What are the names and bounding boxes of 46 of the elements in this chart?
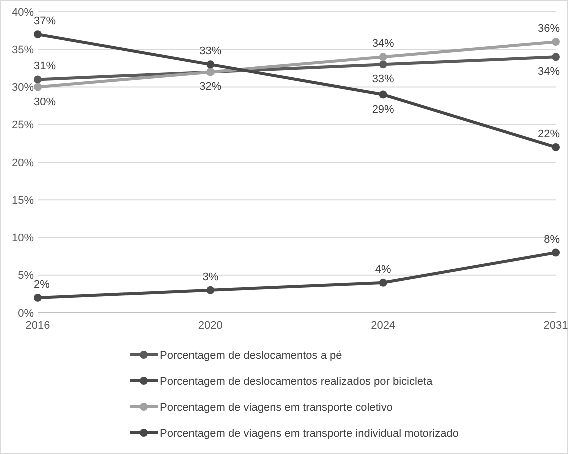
legend-label: Porcentagem de viagens em transporte individual motorizado (160, 428, 459, 440)
data-label: 34% (372, 38, 395, 50)
legend-label: Porcentagem de viagens em transporte coletivo (160, 402, 393, 414)
x-tick-label: 2020 (198, 320, 223, 332)
point (552, 38, 560, 46)
point (34, 294, 42, 302)
point (34, 30, 42, 39)
legend-label: Porcentagem de deslocamentos a pé (160, 350, 342, 362)
y-tick-label: 40% (12, 6, 34, 19)
point (552, 143, 560, 152)
point (379, 278, 388, 287)
y-tick-label: 10% (12, 232, 34, 245)
legend-label: Porcentagem de deslocamentos realizados por bicicleta (160, 376, 434, 388)
x-tick-label: 2024 (371, 320, 396, 332)
x-tick-label: 2031 (544, 320, 568, 332)
data-label: 34% (538, 66, 560, 78)
point (206, 286, 215, 294)
point (552, 248, 560, 257)
y-tick-label: 0% (18, 308, 34, 320)
data-label: 31% (34, 60, 56, 73)
y-tick-label: 25% (12, 120, 34, 132)
point (34, 76, 42, 84)
point (379, 53, 388, 62)
data-label: 8% (544, 234, 560, 246)
data-label: 2% (34, 278, 50, 291)
y-tick-label: 20% (12, 157, 34, 170)
y-tick-label: 5% (18, 270, 34, 282)
data-label: 30% (34, 96, 56, 108)
point (379, 60, 388, 69)
data-label: 32% (200, 81, 222, 94)
x-tick-label: 2016 (26, 320, 50, 332)
point (34, 83, 42, 92)
data-label: 33% (200, 46, 222, 58)
data-label: 37% (34, 16, 56, 28)
data-label: 36% (538, 23, 560, 36)
data-label: 22% (538, 128, 560, 140)
point (206, 60, 215, 69)
data-label: 29% (372, 104, 395, 116)
data-label: 33% (372, 74, 395, 86)
data-label: 4% (375, 264, 392, 276)
data-label: 3% (202, 271, 219, 284)
y-tick-label: 15% (12, 194, 34, 207)
point (379, 90, 388, 99)
point (552, 53, 560, 62)
y-tick-label: 30% (12, 82, 34, 94)
y-tick-label: 35% (12, 44, 34, 56)
